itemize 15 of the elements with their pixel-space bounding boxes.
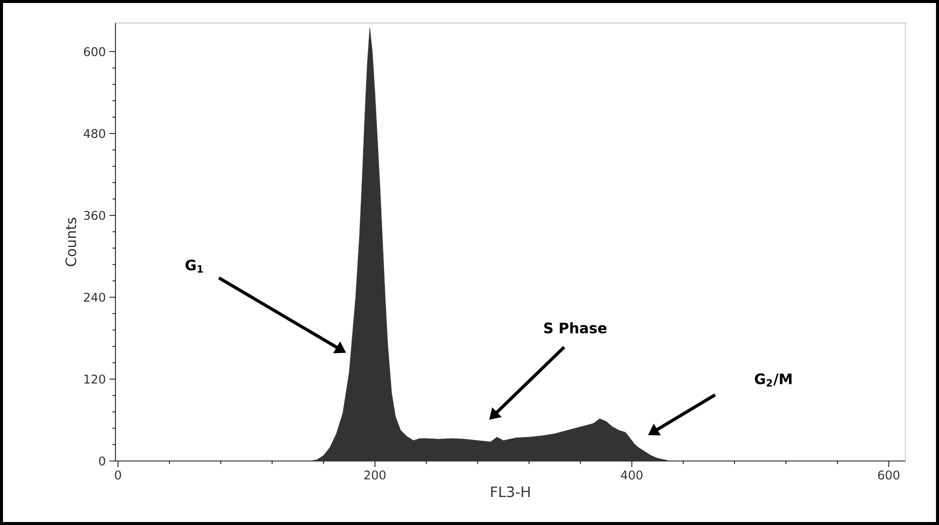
annotation: G$_{2}$/M	[754, 373, 792, 387]
x-axis-title: FL3-H	[491, 486, 530, 498]
x-tick-label: 600	[878, 470, 900, 480]
annotation: G$_{1}$	[186, 260, 203, 273]
y-tick-label: 120	[84, 374, 106, 384]
y-axis-title: Counts	[65, 218, 76, 266]
x-tick-label: 400	[620, 470, 642, 480]
annotation: S Phase	[544, 322, 607, 334]
x-tick-label: 200	[364, 470, 386, 480]
y-tick-label: 0	[99, 456, 106, 466]
y-tick-label: 600	[84, 47, 106, 56]
y-tick-label: 240	[84, 292, 106, 302]
y-tick-label: 360	[84, 210, 106, 220]
x-tick-label: 0	[114, 470, 122, 480]
y-tick-label: 480	[84, 128, 106, 138]
